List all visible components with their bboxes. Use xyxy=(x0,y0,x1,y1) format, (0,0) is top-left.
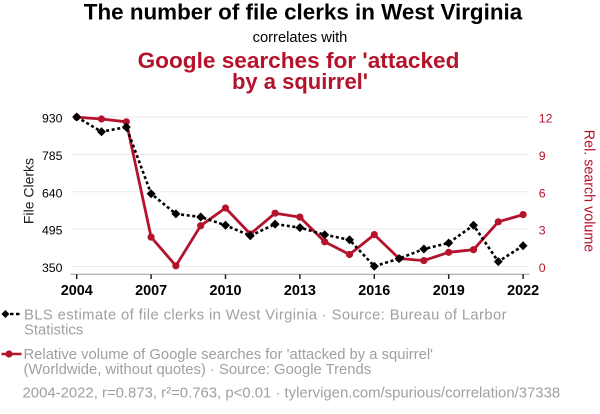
svg-text:495: 495 xyxy=(42,224,63,238)
svg-text:2007: 2007 xyxy=(135,283,167,299)
svg-text:Relative volume of Google sear: Relative volume of Google searches for '… xyxy=(24,347,434,363)
svg-text:The number of file clerks in W: The number of file clerks in West Virgin… xyxy=(84,0,523,25)
svg-text:File Clerks: File Clerks xyxy=(20,158,36,224)
svg-text:9: 9 xyxy=(539,149,546,163)
svg-text:2022: 2022 xyxy=(507,283,539,299)
svg-text:2004-2022, r=0.873, r²=0.763,: 2004-2022, r=0.873, r²=0.763, p<0.01 · t… xyxy=(23,385,561,401)
svg-text:2010: 2010 xyxy=(209,283,241,299)
svg-text:correlates with: correlates with xyxy=(253,30,348,46)
svg-text:350: 350 xyxy=(42,261,63,275)
svg-text:2004: 2004 xyxy=(61,283,93,299)
svg-text:Google searches for 'attacked: Google searches for 'attacked xyxy=(138,48,460,73)
svg-text:Statistics: Statistics xyxy=(24,323,83,339)
svg-text:785: 785 xyxy=(42,149,63,163)
svg-text:6: 6 xyxy=(539,186,546,200)
svg-text:Rel. search volume: Rel. search volume xyxy=(580,130,596,252)
svg-text:0: 0 xyxy=(539,261,546,275)
svg-text:2013: 2013 xyxy=(284,283,316,299)
svg-text:2019: 2019 xyxy=(433,283,465,299)
svg-text:640: 640 xyxy=(42,186,63,200)
svg-text:3: 3 xyxy=(539,224,546,238)
svg-text:2016: 2016 xyxy=(358,283,390,299)
svg-text:930: 930 xyxy=(42,112,63,126)
svg-text:12: 12 xyxy=(539,112,553,126)
svg-text:by a squirrel': by a squirrel' xyxy=(232,69,368,94)
svg-text:BLS estimate of file clerks in: BLS estimate of file clerks in West Virg… xyxy=(24,308,507,324)
svg-text:(Worldwide, without quotes) ·: (Worldwide, without quotes) · Source: Go… xyxy=(24,362,372,378)
